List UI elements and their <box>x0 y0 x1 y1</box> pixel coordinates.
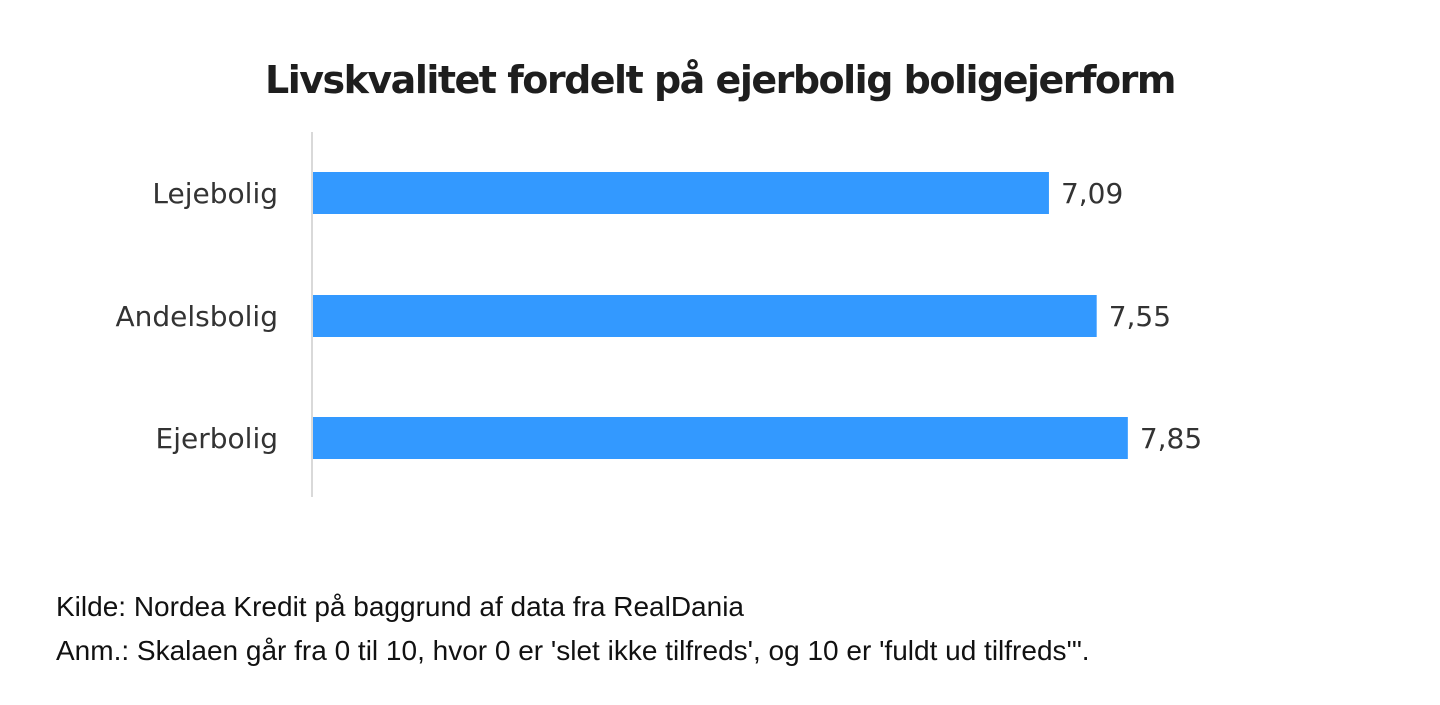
source-note: Kilde: Nordea Kredit på baggrund af data… <box>56 591 744 622</box>
category-label: Ejerbolig <box>156 422 278 455</box>
data-label: 7,55 <box>1109 300 1171 333</box>
bar <box>313 172 1049 214</box>
remark-note: Anm.: Skalaen går fra 0 til 10, hvor 0 e… <box>56 635 1090 666</box>
bar <box>313 417 1128 459</box>
chart-notes: Kilde: Nordea Kredit på baggrund af data… <box>56 585 1090 673</box>
category-label: Andelsbolig <box>115 300 278 333</box>
bar <box>313 295 1097 337</box>
data-label: 7,09 <box>1061 177 1123 210</box>
bars-layer: Lejebolig 7,09 Andelsbolig 7,55 Ejerbolig 7,8… <box>115 172 1202 459</box>
bar-chart: Lejebolig 7,09 Andelsbolig 7,55 Ejerbolig 7,8… <box>115 132 1202 497</box>
category-label: Lejebolig <box>152 177 278 210</box>
data-label: 7,85 <box>1140 422 1202 455</box>
chart-title: Livskvalitet fordelt på ejerbolig bolige… <box>265 58 1177 102</box>
